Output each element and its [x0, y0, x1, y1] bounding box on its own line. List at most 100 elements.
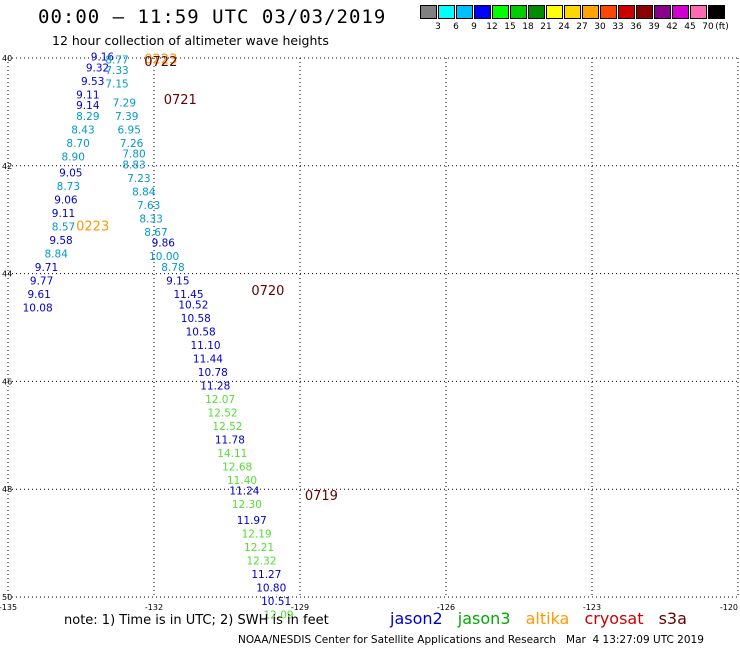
wave-height-value: 8.70: [66, 138, 89, 150]
wave-height-value: 9.32: [86, 62, 109, 74]
wave-height-value: 8.57: [52, 221, 75, 233]
wave-height-value: 14.11: [217, 448, 247, 460]
colorbar-swatch: [618, 5, 635, 19]
wave-height-value: 9.53: [81, 76, 104, 88]
colorbar-swatch: [492, 5, 509, 19]
colorbar-swatch: [528, 5, 545, 19]
wave-height-value: 8.73: [57, 181, 80, 193]
wave-height-value: 7.33: [105, 65, 128, 77]
colorbar-swatch: [420, 5, 437, 19]
latitude-tick-label: 50: [2, 593, 12, 602]
wave-height-value: 11.97: [237, 515, 267, 527]
colorbar-swatch: [438, 5, 455, 19]
wave-height-value: 9.11: [76, 89, 99, 101]
latitude-tick-label: 40: [2, 54, 12, 63]
wave-height-value: 12.07: [205, 394, 235, 406]
colorbar-swatch: [582, 5, 599, 19]
colorbar-label: 70: [702, 22, 714, 32]
wave-height-value: 8.67: [144, 227, 167, 239]
longitude-tick-label: -123: [583, 603, 601, 612]
colorbar-swatch: [708, 5, 725, 19]
wave-height-value: 11.44: [193, 354, 223, 366]
colorbar-label: 39: [648, 22, 660, 32]
wave-height-value: 9.06: [54, 195, 78, 207]
pass-time-label: 0719: [305, 489, 338, 504]
wave-height-value: 10.80: [256, 583, 286, 595]
colorbar-swatch: [636, 5, 653, 19]
latitude-tick-label: 48: [2, 485, 12, 494]
wave-height-value: 12.52: [208, 407, 238, 419]
wave-height-value: 7.80: [122, 149, 145, 161]
wave-height-value: 11.45: [173, 289, 203, 301]
wave-height-value: 7.29: [113, 98, 136, 110]
colorbar-label: 33: [612, 22, 624, 32]
colorbar-swatch: [456, 5, 473, 19]
wave-height-value: 12.21: [244, 542, 274, 554]
wave-height-value: 12.32: [246, 556, 276, 568]
colorbar-label: 18: [522, 22, 534, 32]
map-title: 00:00 – 11:59 UTC 03/03/2019: [38, 6, 387, 28]
wave-height-value: 8.78: [161, 262, 184, 274]
colorbar-label: 12: [486, 22, 498, 32]
wave-height-value: 12.09: [264, 610, 294, 622]
wave-height-value: 9.11: [52, 208, 75, 220]
credit-line: NOAA/NESDIS Center for Satellite Applica…: [238, 634, 704, 646]
colorbar-label: 3: [435, 22, 441, 32]
wave-height-value: 9.14: [76, 100, 100, 112]
wave-height-value: 8.90: [62, 151, 85, 163]
longitude-tick-label: -135: [0, 603, 17, 612]
wave-height-value: 10.78: [198, 367, 228, 379]
wave-height-value: 7.23: [127, 173, 150, 185]
wave-height-value: 11.24: [229, 486, 259, 498]
wave-height-value: 9.15: [166, 275, 189, 287]
colorbar-unit: (ft): [715, 22, 729, 32]
pass-time-label: 0722: [144, 55, 177, 70]
wave-height-value: 7.26: [120, 138, 144, 150]
legend-altika: altika: [525, 609, 570, 628]
wave-height-value: 8.43: [71, 124, 94, 136]
colorbar-swatch: [474, 5, 491, 19]
wave-height-value: 9.86: [152, 238, 176, 250]
colorbar-label: 30: [594, 22, 606, 32]
satellite-legend: jason2 jason3 altika cryosat s3a: [390, 609, 697, 628]
colorbar-label: 45: [684, 22, 696, 32]
colorbar-label: 9: [471, 22, 477, 32]
wave-height-value: 12.30: [232, 499, 262, 511]
wave-height-value: 9.71: [35, 262, 58, 274]
longitude-tick-label: -126: [437, 603, 455, 612]
pass-time-label: 0720: [251, 284, 284, 299]
map-tick-labels: 40 42 44 46 48 50-135 -132 -129 -126 -123 -120: [0, 54, 738, 612]
longitude-tick-label: -132: [145, 603, 163, 612]
colorbar-label: 6: [453, 22, 459, 32]
colorbar-label: 36: [630, 22, 642, 32]
colorbar-swatch: [510, 5, 527, 19]
wave-height-value: 8.84: [45, 248, 69, 260]
wave-height-value: 9.61: [27, 289, 50, 301]
wave-height-value: 9.77: [30, 275, 53, 287]
colorbar-label: 15: [504, 22, 516, 32]
colorbar-swatch: [564, 5, 581, 19]
longitude-tick-label: -120: [720, 603, 738, 612]
wave-height-value: 9.05: [59, 168, 82, 180]
wave-height-value: 9.58: [49, 235, 72, 247]
colorbar-swatch: [654, 5, 671, 19]
latitude-tick-label: 44: [2, 270, 12, 279]
legend-jason3: jason3: [457, 609, 511, 628]
wave-height-value: 10.58: [186, 327, 216, 339]
colorbar-label: 27: [576, 22, 588, 32]
wave-height-value: 7.39: [115, 111, 138, 123]
wave-height-value: 10.58: [181, 313, 211, 325]
colorbar-swatch: [672, 5, 689, 19]
wave-height-value: 10.08: [23, 302, 53, 314]
pass-time-label: 0223: [76, 219, 109, 234]
wave-height-value: 11.10: [191, 340, 221, 352]
colorbar-swatch: [690, 5, 707, 19]
pass-time-label: 0721: [164, 93, 197, 108]
wave-observations: 9.168.779.327.339.53 7.159.119.14 7.298.29…: [23, 52, 294, 622]
wave-height-value: 11.27: [251, 569, 281, 581]
wave-height-value: 10.51: [261, 596, 291, 608]
wave-height-value: 8.84: [132, 186, 156, 198]
longitude-tick-label: -129: [291, 603, 309, 612]
legend-s3a: s3a: [658, 609, 687, 628]
